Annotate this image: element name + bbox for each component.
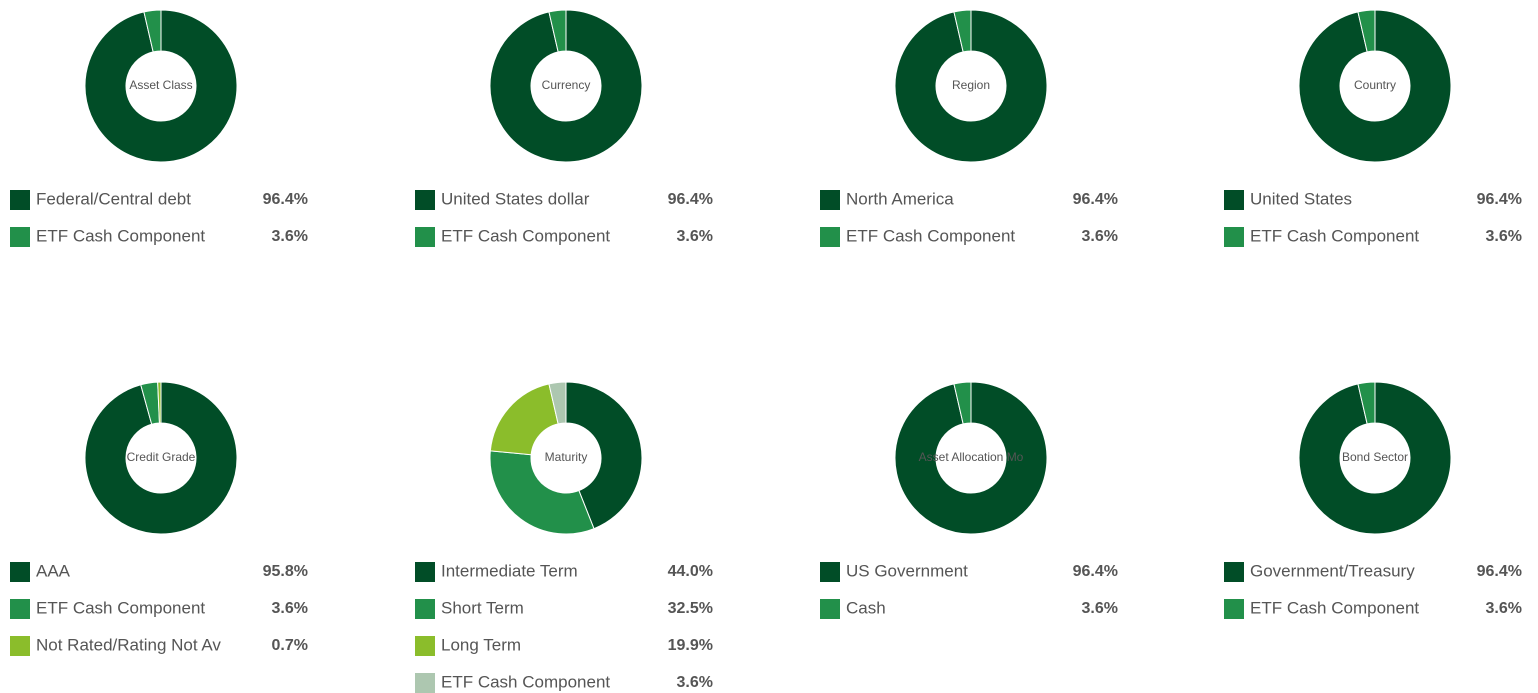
chart-title: Country: [1354, 78, 1396, 92]
donut-slice: [489, 9, 643, 163]
legend-label: North America: [846, 189, 954, 208]
legend-label: Federal/Central debt: [36, 189, 191, 208]
legend-value: 3.6%: [677, 228, 713, 245]
donut-slice: [1357, 381, 1376, 425]
legend-swatch: [820, 599, 840, 619]
chart-title: Maturity: [545, 450, 588, 464]
donut-slice: [548, 9, 567, 53]
chart-title: Credit Grade: [127, 450, 196, 464]
donut-slice: [143, 9, 162, 53]
legend-label: ETF Cash Component: [1250, 226, 1419, 245]
legend-value: 96.4%: [1073, 563, 1118, 580]
legend-swatch: [820, 190, 840, 210]
legend-swatch: [1224, 190, 1244, 210]
legend-value: 96.4%: [1073, 191, 1118, 208]
legend-swatch: [415, 636, 435, 656]
legend-label: Long Term: [441, 635, 521, 654]
legend-label: United States dollar: [441, 189, 590, 208]
legend-value: 19.9%: [668, 637, 713, 654]
legend-value: 3.6%: [1486, 600, 1522, 617]
legend-swatch: [415, 673, 435, 693]
chart-title: Asset Allocation Mo: [919, 450, 1024, 464]
legend-value: 3.6%: [1082, 228, 1118, 245]
donut-slice: [84, 9, 238, 163]
legend-swatch: [820, 562, 840, 582]
donut-slice: [894, 381, 1048, 535]
legend-label: Intermediate Term: [441, 561, 578, 580]
legend-swatch: [10, 599, 30, 619]
legend-value: 96.4%: [668, 191, 713, 208]
chart-title: Bond Sector: [1342, 450, 1408, 464]
chart-title: Currency: [542, 78, 591, 92]
legend-swatch: [415, 227, 435, 247]
legend-swatch: [10, 227, 30, 247]
legend-label: Not Rated/Rating Not Av: [36, 635, 221, 654]
donut-slice: [953, 381, 972, 425]
chart-title: Asset Class: [129, 78, 192, 92]
chart-title: Region: [952, 78, 990, 92]
legend-label: Short Term: [441, 598, 524, 617]
legend-swatch: [10, 190, 30, 210]
legend-value: 96.4%: [1477, 191, 1522, 208]
legend-value: 95.8%: [263, 563, 308, 580]
legend-swatch: [10, 636, 30, 656]
legend-value: 3.6%: [272, 228, 308, 245]
legend-label: AAA: [36, 561, 71, 580]
legend-value: 3.6%: [272, 600, 308, 617]
donut-slice: [894, 9, 1048, 163]
legend-value: 3.6%: [1486, 228, 1522, 245]
legend-value: 44.0%: [668, 563, 713, 580]
legend-label: ETF Cash Component: [441, 226, 610, 245]
legend-swatch: [415, 562, 435, 582]
legend-label: Cash: [846, 598, 886, 617]
legend-swatch: [10, 562, 30, 582]
legend-value: 3.6%: [1082, 600, 1118, 617]
donut-slice: [1357, 9, 1376, 53]
legend-label: ETF Cash Component: [36, 598, 205, 617]
legend-swatch: [1224, 227, 1244, 247]
donut-slice: [565, 381, 643, 530]
legend-value: 0.7%: [272, 637, 308, 654]
legend-value: 96.4%: [1477, 563, 1522, 580]
legend-label: United States: [1250, 189, 1352, 208]
legend-value: 96.4%: [263, 191, 308, 208]
donut-slice: [489, 383, 559, 456]
donut-slice: [953, 9, 972, 53]
legend-label: ETF Cash Component: [36, 226, 205, 245]
donut-slice: [1298, 381, 1452, 535]
donut-slice: [157, 381, 162, 424]
legend-swatch: [415, 599, 435, 619]
legend-swatch: [1224, 562, 1244, 582]
donut-slice: [1298, 9, 1452, 163]
donut-slice: [489, 450, 595, 535]
legend-label: ETF Cash Component: [441, 672, 610, 691]
legend-label: ETF Cash Component: [1250, 598, 1419, 617]
legend-value: 32.5%: [668, 600, 713, 617]
legend-swatch: [1224, 599, 1244, 619]
legend-label: Government/Treasury: [1250, 561, 1415, 580]
legend-label: US Government: [846, 561, 968, 580]
donut-slice: [548, 381, 567, 425]
legend-swatch: [820, 227, 840, 247]
legend-value: 3.6%: [677, 674, 713, 691]
donut-slice: [84, 381, 238, 535]
legend-swatch: [415, 190, 435, 210]
legend-label: ETF Cash Component: [846, 226, 1015, 245]
